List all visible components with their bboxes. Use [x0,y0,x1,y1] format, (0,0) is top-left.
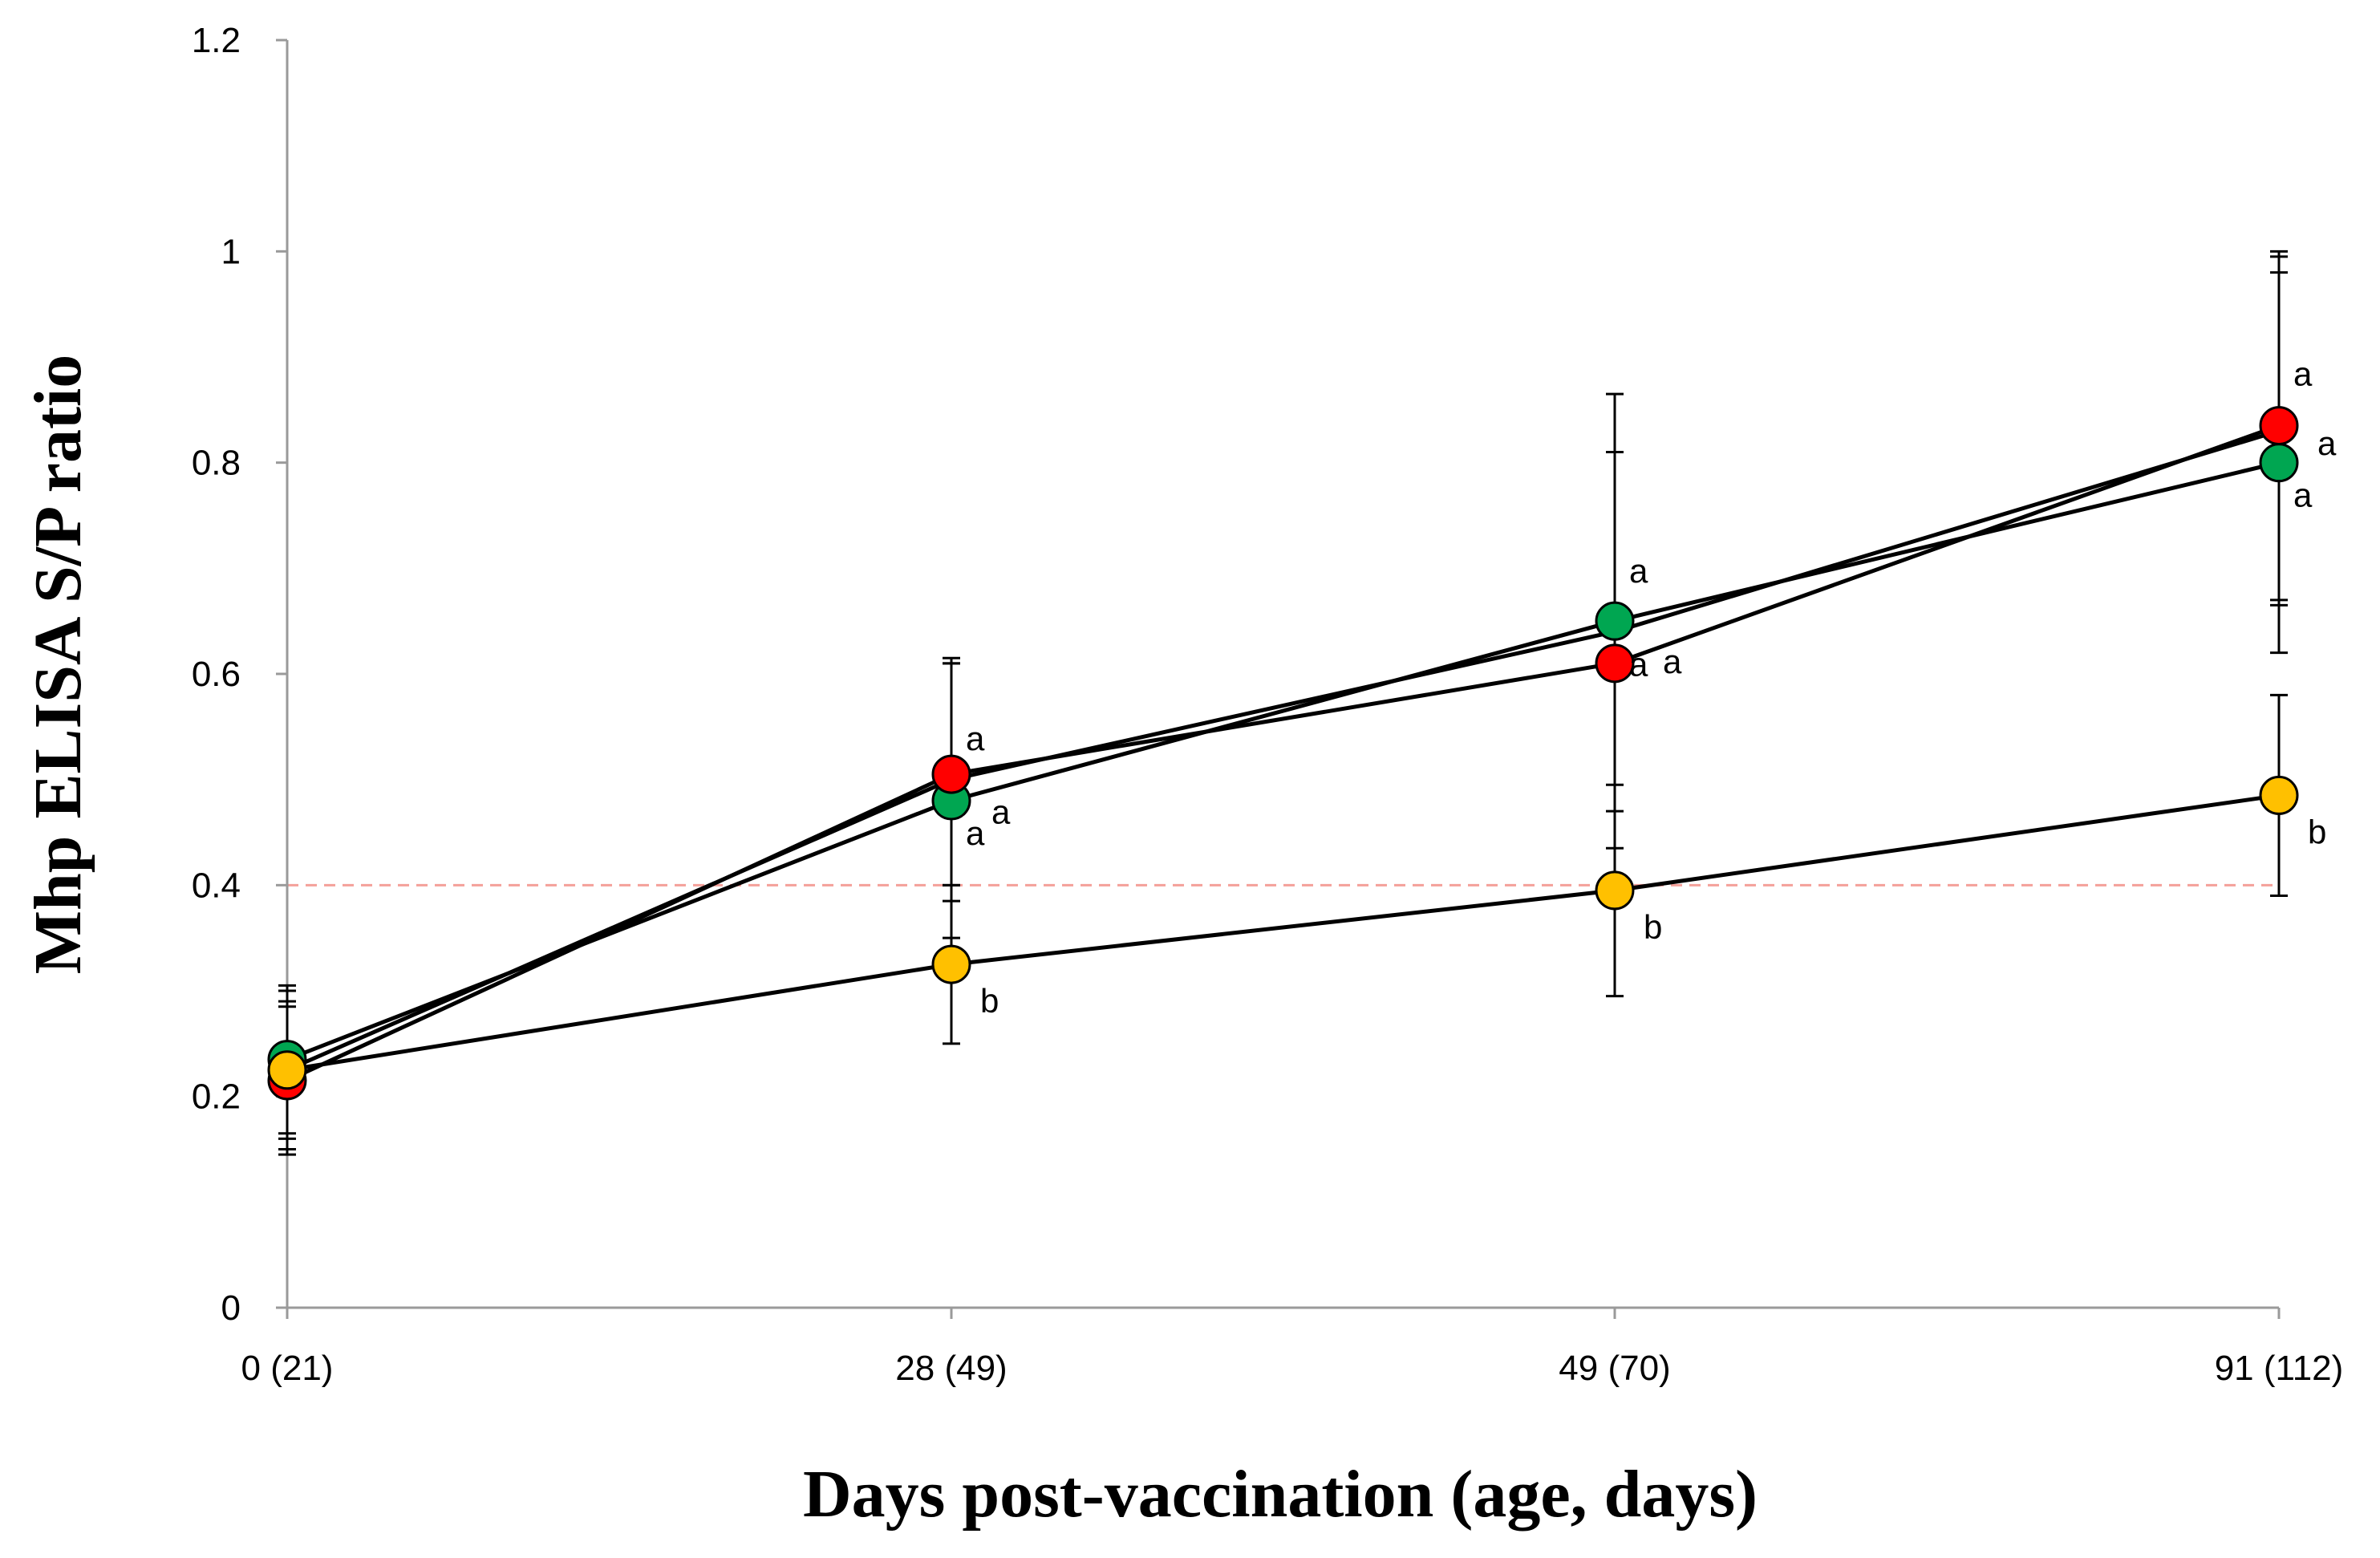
significance-label: a [966,814,985,852]
data-point-red [931,754,971,794]
significance-label: a [991,793,1011,831]
significance-label: a [2293,355,2313,393]
significance-label: a [966,720,985,757]
data-point-yellow [267,1050,307,1090]
significance-label: a [2317,424,2337,462]
significance-label: a [1629,645,1648,683]
data-point-green [2259,443,2299,483]
significance-label: b [1644,908,1662,946]
data-point-red [2259,406,2299,446]
series-line-3 [286,428,2280,1073]
x-tick-label: 28 (49) [895,1349,1007,1388]
y-tick-label: 0.8 [192,444,241,483]
y-tick-label: 0 [221,1288,241,1328]
x-tick-label: 91 (112) [2215,1349,2344,1388]
series-line-4 [286,793,2280,1073]
y-tick-label: 1 [221,232,241,271]
significance-label: b [980,982,999,1020]
data-point-yellow [1595,870,1635,911]
x-tick-label: 49 (70) [1559,1349,1670,1388]
significance-label: b [2308,813,2326,850]
series-line-2 [286,461,2280,1061]
data-point-yellow [2259,775,2299,815]
y-tick-label: 0.4 [192,866,241,905]
data-point-green [1595,601,1635,641]
data-point-red [1595,643,1635,684]
significance-label: a [1629,552,1648,590]
y-axis-title: Mhp ELISA S/P ratio [21,355,95,975]
significance-label: a [2293,477,2313,514]
y-tick-label: 1.2 [192,21,241,60]
significance-label: a [1663,643,1682,680]
x-axis-title: Days post-vaccination (age, days) [803,1457,1758,1532]
y-tick-label: 0.2 [192,1077,241,1117]
x-tick-label: 0 (21) [241,1349,334,1388]
y-tick-label: 0.6 [192,655,241,694]
data-point-yellow [931,944,971,984]
series-line-1 [286,424,2280,1083]
